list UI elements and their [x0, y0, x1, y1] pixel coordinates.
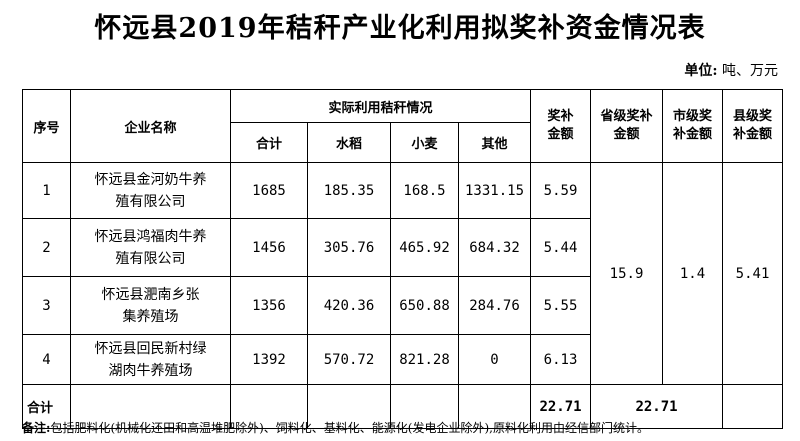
footnote-label: 备注:: [22, 421, 51, 435]
header-actual-usage: 实际利用秸秆情况: [229, 89, 532, 123]
row-seq: 3: [22, 276, 71, 335]
row-company: 怀远县鸿福肉牛养殖有限公司: [70, 218, 231, 277]
row-other: 0: [457, 334, 532, 385]
header-province: 省级奖补金额: [590, 89, 664, 163]
row-company: 怀远县回民新村绿湖肉牛养殖场: [70, 334, 231, 385]
row-reward: 5.55: [530, 276, 592, 335]
summary-label: 合计: [22, 384, 71, 429]
city-amount: 1.4: [662, 162, 724, 385]
row-wheat: 465.92: [390, 218, 459, 277]
row-wheat: 168.5: [390, 162, 459, 219]
unit-value: 吨、万元: [722, 63, 778, 79]
row-seq: 4: [22, 334, 71, 385]
summary-row: 合计 22.71 22.71: [22, 384, 784, 429]
row-company: 怀远县淝南乡张集养殖场: [70, 276, 231, 335]
unit-label: 单位:: [684, 63, 718, 79]
header-total: 合计: [230, 122, 308, 163]
row-total: 1685: [230, 162, 308, 219]
row-wheat: 821.28: [390, 334, 459, 385]
row-reward: 5.44: [530, 218, 592, 277]
row-rice: 570.72: [307, 334, 391, 385]
row-total: 1392: [230, 334, 308, 385]
row-other: 1331.15: [457, 162, 532, 219]
header-reward: 奖补金额: [530, 89, 592, 163]
header-rice: 水稻: [307, 122, 391, 163]
row-rice: 420.36: [307, 276, 391, 335]
row-reward: 5.59: [530, 162, 592, 219]
row-total: 1356: [230, 276, 308, 335]
row-other: 284.76: [457, 276, 532, 335]
header-city: 市级奖补金额: [662, 89, 724, 163]
footnote: 备注:包括肥料化(机械化还田和高温堆肥除外)、饲料化、基料化、能源化(发电企业除…: [22, 419, 649, 436]
row-seq: 2: [22, 218, 71, 277]
subsidy-table: 序号 企业名称 实际利用秸秆情况 奖补金额 省级奖补金额 市级奖补金额 县级奖补…: [22, 89, 784, 429]
unit-note: 单位: 吨、万元: [684, 60, 778, 80]
row-reward: 6.13: [530, 334, 592, 385]
county-amount: 5.41: [722, 162, 784, 385]
footnote-text: 包括肥料化(机械化还田和高温堆肥除外)、饲料化、基料化、能源化(发电企业除外),…: [50, 421, 649, 435]
summary-levels-total: 22.71: [590, 384, 724, 429]
table-row: 1 怀远县金河奶牛养殖有限公司 1685 185.35 168.5 1331.1…: [22, 162, 784, 385]
row-wheat: 650.88: [390, 276, 459, 335]
row-rice: 305.76: [307, 218, 391, 277]
row-total: 1456: [230, 218, 308, 277]
header-company: 企业名称: [70, 89, 231, 163]
table-row: 2 怀远县鸿福肉牛养殖有限公司 1456 305.76 465.92 684.3…: [22, 218, 783, 277]
header-other: 其他: [457, 122, 532, 163]
province-amount: 15.9: [590, 162, 664, 385]
row-rice: 185.35: [307, 162, 391, 219]
table-row: 4 怀远县回民新村绿湖肉牛养殖场 1392 570.72 821.28 0 6.…: [22, 334, 783, 385]
page-title: 怀远县2019年秸秆产业化利用拟奖补资金情况表: [94, 13, 706, 44]
header-wheat: 小麦: [390, 122, 459, 163]
row-company: 怀远县金河奶牛养殖有限公司: [70, 162, 231, 219]
summary-reward: 22.71: [530, 384, 592, 429]
header-seq: 序号: [22, 89, 71, 163]
table-row: 3 怀远县淝南乡张集养殖场 1356 420.36 650.88 284.76 …: [22, 276, 783, 335]
row-other: 684.32: [457, 218, 532, 277]
row-seq: 1: [22, 162, 71, 219]
header-county: 县级奖补金额: [722, 89, 784, 163]
